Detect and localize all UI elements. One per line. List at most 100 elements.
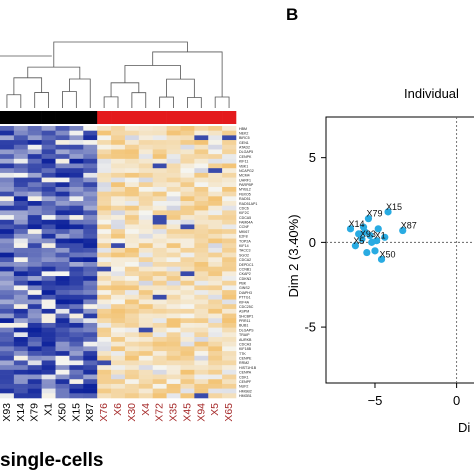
heatmap-cell <box>97 154 112 160</box>
heatmap-cell <box>138 341 153 347</box>
heatmap-cell <box>208 135 223 141</box>
heatmap-cell <box>208 191 223 197</box>
pca-scatter-panel: B Individual -505 −5 0 X79X15X87X50X1X14X… <box>286 5 474 435</box>
row-labels: HBMNEK2BIRC5GEN1ATAD2DLGAP5CENPKKIF11VBK… <box>239 127 257 398</box>
heatmap-cell <box>180 215 195 221</box>
heatmap-cell <box>180 337 195 343</box>
heatmap-cell <box>166 168 181 174</box>
dendrogram-branch <box>27 66 81 80</box>
heatmap-cell <box>83 294 98 300</box>
heatmap-cell <box>180 219 195 225</box>
heatmap-cell <box>83 149 98 155</box>
heatmap-cell <box>194 341 209 347</box>
group-bar-segment <box>138 111 153 124</box>
heatmap-cell <box>111 172 126 178</box>
heatmap-cell <box>13 154 29 160</box>
group-bar-segment <box>180 111 195 124</box>
heatmap-cell <box>0 126 15 131</box>
heatmap-cell <box>55 388 70 394</box>
heatmap-cell <box>194 266 209 272</box>
row-label: HBM <box>239 127 247 131</box>
group-bar-segment <box>208 111 223 124</box>
heatmap-cell <box>0 304 15 310</box>
heatmap-cell <box>13 224 29 230</box>
heatmap-cell <box>83 247 98 253</box>
heatmap-cell <box>138 168 153 174</box>
heatmap-cell <box>55 135 70 141</box>
heatmap-cell <box>111 257 126 263</box>
heatmap-cell <box>222 233 237 239</box>
heatmap-cell <box>208 341 223 347</box>
heatmap-cell <box>208 374 223 380</box>
heatmap-cell <box>83 182 98 188</box>
heatmap-cell <box>55 332 70 338</box>
heatmap-cell <box>83 313 98 319</box>
heatmap-cell <box>152 158 167 164</box>
heatmap-cell <box>194 135 209 141</box>
scatter-point <box>371 247 379 255</box>
point-label: X5 <box>353 236 364 246</box>
heatmap-cell <box>69 219 84 225</box>
heatmap-cell <box>27 365 42 371</box>
heatmap-cell <box>13 276 29 282</box>
heatmap-cell <box>55 130 70 136</box>
heatmap-cell <box>222 332 237 338</box>
heatmap-cell <box>97 318 112 324</box>
heatmap-cell <box>194 182 209 188</box>
x-axis-ticks: −5 0 <box>368 383 460 408</box>
heatmap-cell <box>111 285 126 291</box>
heatmap-cell <box>166 154 181 160</box>
heatmap-cell <box>83 224 98 230</box>
heatmap-cell <box>124 346 140 352</box>
heatmap-cell <box>13 243 29 249</box>
column-dendrogram <box>0 41 230 108</box>
heatmap-cell <box>69 144 84 150</box>
heatmap-cell <box>55 262 70 267</box>
heatmap-cell <box>27 177 42 183</box>
heatmap-cell <box>97 276 112 282</box>
heatmap-cell <box>41 149 56 155</box>
heatmap-cell <box>194 393 209 399</box>
heatmap-cell <box>83 355 98 361</box>
heatmap-cell <box>152 186 167 192</box>
heatmap-cell <box>13 149 29 155</box>
heatmap-cell <box>138 191 153 197</box>
heatmap-cell <box>180 327 195 333</box>
heatmap-cell <box>69 224 84 230</box>
scatter-point <box>374 225 382 233</box>
heatmap-cell <box>55 266 70 272</box>
heatmap-cell <box>0 337 15 343</box>
heatmap-cell <box>194 130 209 136</box>
heatmap-cell <box>166 313 181 319</box>
point-label: X87 <box>401 221 417 231</box>
heatmap-cell <box>55 140 70 146</box>
heatmap-cell <box>222 318 237 324</box>
heatmap-cell <box>41 172 56 178</box>
heatmap-cell <box>13 201 29 207</box>
heatmap-cell <box>27 327 42 333</box>
heatmap-cell <box>194 327 209 333</box>
heatmap-cell <box>13 163 29 169</box>
heatmap-cell <box>41 257 56 263</box>
heatmap-cell <box>180 308 195 314</box>
heatmap-cell <box>13 177 29 183</box>
column-label: X30 <box>126 403 138 422</box>
heatmap-cell <box>152 322 167 328</box>
heatmap-cell <box>194 308 209 314</box>
heatmap-cell <box>152 219 167 225</box>
heatmap-cell <box>208 233 223 239</box>
heatmap-cell <box>97 262 112 267</box>
heatmap-cell <box>13 379 29 385</box>
heatmap-cell <box>83 360 98 366</box>
scatter-point <box>358 235 366 243</box>
heatmap-cell <box>222 154 237 160</box>
heatmap-cell <box>152 196 167 202</box>
dendrogram-branch <box>6 94 22 108</box>
heatmap-cell <box>83 271 98 277</box>
heatmap-cell <box>124 229 140 235</box>
heatmap-cell <box>13 337 29 343</box>
heatmap-cell <box>97 135 112 141</box>
heatmap-cell <box>69 210 84 216</box>
heatmap-cell <box>69 276 84 282</box>
heatmap-cell <box>180 379 195 385</box>
